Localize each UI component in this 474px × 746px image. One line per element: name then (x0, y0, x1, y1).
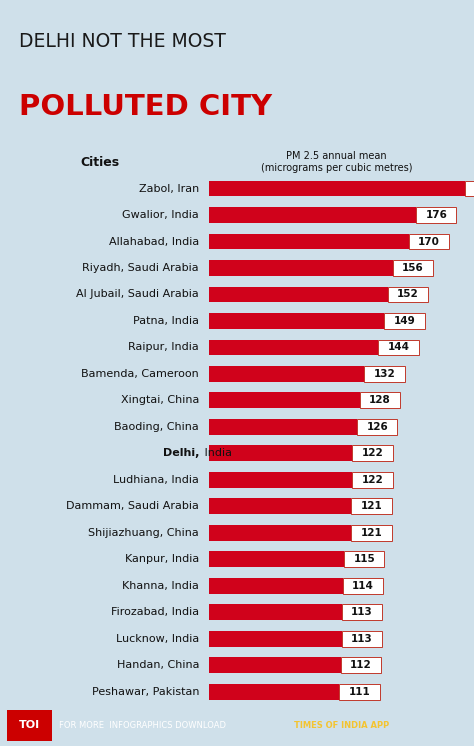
Bar (392, 260, 433, 276)
Bar (209, 445, 353, 461)
Text: 132: 132 (374, 369, 395, 379)
Text: 115: 115 (354, 554, 375, 564)
Bar (344, 551, 384, 567)
Bar (353, 472, 393, 488)
Bar (209, 392, 360, 408)
Bar (209, 604, 342, 620)
Text: Ludhiana, India: Ludhiana, India (113, 475, 199, 485)
Text: Delhi,: Delhi, (163, 448, 199, 458)
Text: PM 2.5 annual mean
(micrograms per cubic metres): PM 2.5 annual mean (micrograms per cubic… (261, 151, 412, 173)
Text: 152: 152 (397, 289, 419, 299)
Bar (343, 578, 383, 594)
Bar (360, 392, 400, 408)
Bar (357, 419, 398, 435)
Text: 128: 128 (369, 395, 391, 405)
Text: POLLUTED CITY: POLLUTED CITY (19, 93, 272, 122)
Text: Al Jubail, Saudi Arabia: Al Jubail, Saudi Arabia (76, 289, 199, 299)
Bar (416, 207, 456, 223)
Bar (7, 710, 52, 741)
Text: TIMES OF INDIA APP: TIMES OF INDIA APP (294, 721, 389, 730)
Bar (351, 498, 392, 514)
Text: 149: 149 (393, 316, 415, 326)
Text: Shijiazhuang, China: Shijiazhuang, China (88, 528, 199, 538)
Text: Allahabad, India: Allahabad, India (109, 236, 199, 246)
Text: DELHI NOT THE MOST: DELHI NOT THE MOST (19, 32, 226, 51)
Text: Bamenda, Cameroon: Bamenda, Cameroon (82, 369, 199, 379)
Text: Khanna, India: Khanna, India (122, 581, 199, 591)
Bar (342, 631, 382, 647)
Text: Baoding, China: Baoding, China (114, 422, 199, 432)
Bar (209, 631, 342, 647)
Bar (209, 286, 388, 302)
Bar (209, 498, 351, 514)
Bar (364, 366, 404, 382)
Bar (209, 684, 339, 700)
Bar (465, 181, 474, 196)
Text: 113: 113 (351, 607, 373, 617)
Bar (209, 525, 351, 541)
Text: 122: 122 (362, 475, 383, 485)
Text: TOI: TOI (19, 721, 40, 730)
Bar (209, 260, 392, 276)
Text: Cities: Cities (80, 156, 119, 169)
Text: 122: 122 (362, 448, 383, 458)
Bar (209, 339, 378, 355)
Bar (209, 313, 384, 329)
Bar (351, 525, 392, 541)
Bar (209, 551, 344, 567)
Bar (388, 286, 428, 302)
Bar (342, 604, 382, 620)
Bar (409, 233, 449, 249)
Text: Riyadh, Saudi Arabia: Riyadh, Saudi Arabia (82, 263, 199, 273)
Bar (209, 472, 353, 488)
Text: 121: 121 (361, 501, 383, 511)
Text: Xingtai, China: Xingtai, China (121, 395, 199, 405)
Text: Lucknow, India: Lucknow, India (116, 634, 199, 644)
Text: Firozabad, India: Firozabad, India (111, 607, 199, 617)
Text: Dammam, Saudi Arabia: Dammam, Saudi Arabia (66, 501, 199, 511)
Bar (209, 233, 409, 249)
Bar (209, 419, 357, 435)
Text: Patna, India: Patna, India (133, 316, 199, 326)
Text: Zabol, Iran: Zabol, Iran (139, 184, 199, 193)
Bar (384, 313, 425, 329)
Bar (353, 445, 393, 461)
Bar (209, 657, 341, 673)
Text: Kanpur, India: Kanpur, India (125, 554, 199, 564)
Bar (209, 366, 364, 382)
Text: 176: 176 (425, 210, 447, 220)
Text: 112: 112 (350, 660, 372, 670)
Text: Handan, China: Handan, China (117, 660, 199, 670)
Bar (339, 684, 380, 700)
Bar (378, 339, 419, 355)
Text: 144: 144 (388, 342, 410, 352)
Text: 113: 113 (351, 634, 373, 644)
Bar (209, 207, 416, 223)
Text: 121: 121 (361, 528, 383, 538)
Text: 126: 126 (366, 422, 388, 432)
Text: 111: 111 (349, 687, 371, 697)
Text: 114: 114 (352, 581, 374, 591)
Bar (209, 181, 465, 196)
Text: Peshawar, Pakistan: Peshawar, Pakistan (91, 687, 199, 697)
Text: 156: 156 (402, 263, 424, 273)
Bar (209, 578, 343, 594)
Text: Raipur, India: Raipur, India (128, 342, 199, 352)
Text: 170: 170 (418, 236, 440, 246)
Text: FOR MORE  INFOGRAPHICS DOWNLOAD: FOR MORE INFOGRAPHICS DOWNLOAD (59, 721, 229, 730)
Bar (341, 657, 381, 673)
Text: India: India (201, 448, 232, 458)
Text: Gwalior, India: Gwalior, India (122, 210, 199, 220)
